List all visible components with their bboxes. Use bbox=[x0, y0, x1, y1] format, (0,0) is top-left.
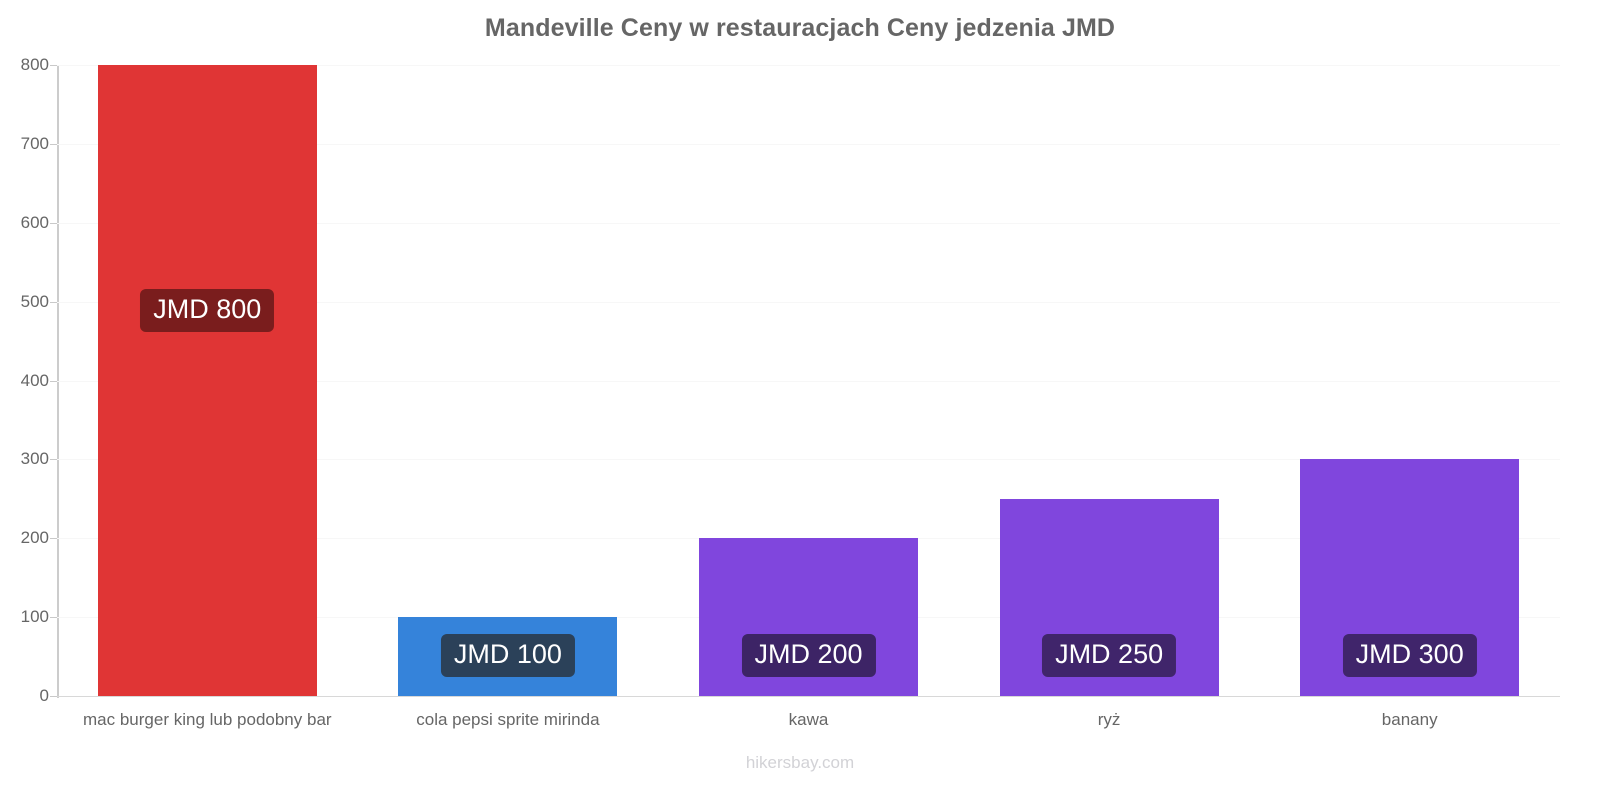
x-axis-category-labels: mac burger king lub podobny bar cola peps… bbox=[57, 710, 1560, 740]
bar[interactable]: JMD 300 bbox=[1300, 459, 1520, 696]
gridline-600 bbox=[57, 222, 1560, 224]
y-axis-tick-marks bbox=[0, 65, 57, 697]
bar-value-label: JMD 200 bbox=[741, 634, 876, 677]
bar[interactable]: JMD 800 bbox=[97, 65, 317, 696]
bar-value-label: JMD 100 bbox=[440, 634, 575, 677]
gridline-400 bbox=[57, 380, 1560, 382]
y-tick-mark bbox=[50, 617, 57, 619]
site-watermark: hikersbay.com bbox=[745, 753, 855, 772]
y-axis-line bbox=[57, 65, 59, 698]
bar-value-label: JMD 250 bbox=[1042, 634, 1177, 677]
y-tick-label: 500 bbox=[20, 291, 49, 311]
y-tick-mark bbox=[50, 380, 57, 382]
y-tick-mark bbox=[50, 538, 57, 540]
y-tick-mark bbox=[50, 301, 57, 303]
y-tick-label: 200 bbox=[20, 528, 49, 548]
y-tick-mark bbox=[50, 459, 57, 461]
x-axis-label: mac burger king lub podobny bar bbox=[83, 710, 332, 729]
plot-area: JMD 800 JMD 100 JMD 200 JMD 250 JMD 300 bbox=[57, 65, 1560, 697]
y-tick-mark bbox=[50, 696, 57, 697]
y-tick-label: 300 bbox=[20, 449, 49, 469]
y-axis-tick-labels: 800 700 600 500 400 300 200 100 0 bbox=[0, 55, 49, 705]
y-tick-mark bbox=[50, 143, 57, 145]
bar-value-label: JMD 300 bbox=[1342, 634, 1477, 677]
gridline-500 bbox=[57, 301, 1560, 303]
y-tick-label: 600 bbox=[20, 212, 49, 232]
y-tick-label: 0 bbox=[39, 686, 49, 705]
bar-value-label: JMD 800 bbox=[140, 289, 275, 332]
bar[interactable]: JMD 200 bbox=[699, 538, 918, 696]
y-tick-mark bbox=[50, 222, 57, 224]
gridline-0 bbox=[57, 696, 1560, 697]
bar[interactable]: JMD 100 bbox=[398, 617, 618, 696]
bar[interactable]: JMD 250 bbox=[999, 498, 1219, 696]
gridline-700 bbox=[57, 143, 1560, 145]
x-axis-label: ryż bbox=[1097, 710, 1121, 729]
chart-title: Mandeville Ceny w restauracjach Ceny jed… bbox=[484, 14, 1116, 42]
x-axis-label: banany bbox=[1381, 710, 1438, 729]
y-tick-mark bbox=[50, 65, 57, 66]
y-tick-label: 400 bbox=[20, 370, 49, 390]
x-axis-label: kawa bbox=[788, 710, 829, 729]
y-tick-label: 700 bbox=[20, 133, 49, 153]
y-tick-label: 800 bbox=[20, 55, 49, 74]
x-axis-label: cola pepsi sprite mirinda bbox=[416, 710, 600, 729]
gridline-300 bbox=[57, 459, 1560, 461]
y-tick-label: 100 bbox=[20, 607, 49, 627]
gridline-800 bbox=[57, 65, 1560, 66]
